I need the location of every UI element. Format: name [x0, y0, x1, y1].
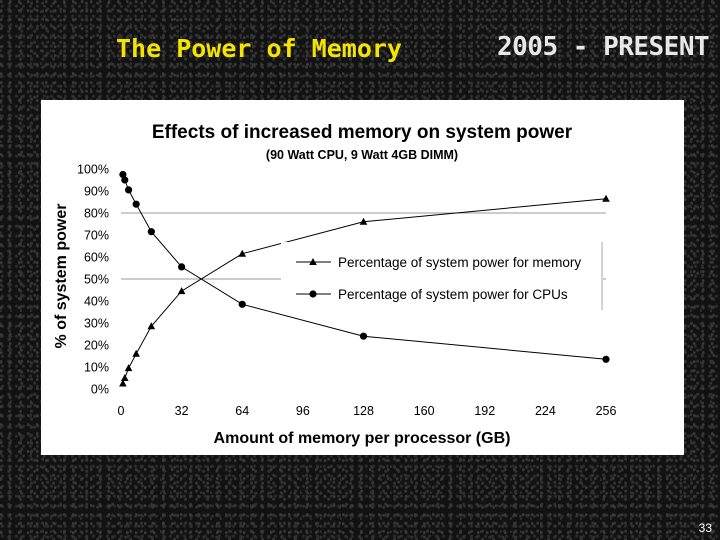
slide-title: The Power of Memory: [116, 34, 402, 63]
memory-point: [602, 194, 610, 202]
y-tick-label: 90%: [84, 185, 109, 199]
x-tick-label: 32: [175, 404, 189, 418]
cpu-point: [147, 228, 155, 236]
legend-marker-circle: [309, 290, 317, 298]
y-tick-label: 10%: [84, 361, 109, 375]
slide-subtitle: 2005 - PRESENT: [497, 32, 710, 62]
line-chart: Effects of increased memory on system po…: [53, 122, 617, 447]
x-tick-label: 224: [535, 404, 556, 418]
x-tick-label: 256: [596, 404, 617, 418]
legend-label: Percentage of system power for memory: [338, 255, 581, 270]
y-tick-label: 0%: [91, 383, 109, 397]
x-tick-label: 64: [235, 404, 249, 418]
x-tick-label: 128: [353, 404, 374, 418]
x-tick-label: 160: [414, 404, 435, 418]
cpu-point: [121, 176, 129, 184]
memory-point: [124, 364, 133, 372]
chart-panel: Effects of increased memory on system po…: [41, 100, 684, 455]
legend-box: [281, 242, 603, 310]
cpu-point: [602, 355, 610, 363]
cpu-point: [132, 200, 140, 208]
x-tick-label: 0: [118, 404, 125, 418]
y-tick-label: 50%: [84, 273, 109, 287]
memory-point: [147, 322, 156, 330]
cpu-point: [359, 332, 368, 340]
x-axis-title: Amount of memory per processor (GB): [214, 430, 511, 447]
page-number: 33: [698, 521, 712, 535]
y-axis-title: % of system power: [53, 204, 70, 349]
memory-point: [119, 379, 127, 387]
memory-point: [132, 349, 140, 357]
y-tick-label: 80%: [84, 207, 109, 221]
y-tick-label: 40%: [84, 295, 109, 309]
memory-point: [120, 374, 129, 381]
legend-label: Percentage of system power for CPUs: [338, 287, 568, 302]
y-tick-label: 60%: [84, 251, 109, 265]
legend-marker-triangle: [309, 258, 317, 265]
memory-point: [359, 217, 368, 225]
y-tick-label: 30%: [84, 317, 109, 331]
cpu-point: [119, 170, 127, 179]
cpu-point: [238, 300, 246, 308]
x-tick-label: 96: [296, 404, 310, 418]
y-tick-label: 70%: [84, 229, 109, 243]
chart-title: Effects of increased memory on system po…: [152, 122, 573, 143]
memory-point: [177, 287, 186, 295]
memory-point: [238, 249, 247, 257]
chart-subtitle: (90 Watt CPU, 9 Watt 4GB DIMM): [266, 148, 458, 162]
y-tick-label: 100%: [77, 163, 109, 177]
cpu-point: [124, 186, 133, 194]
cpu-point: [178, 263, 186, 271]
y-tick-label: 20%: [84, 339, 109, 353]
x-tick-label: 192: [474, 404, 495, 418]
